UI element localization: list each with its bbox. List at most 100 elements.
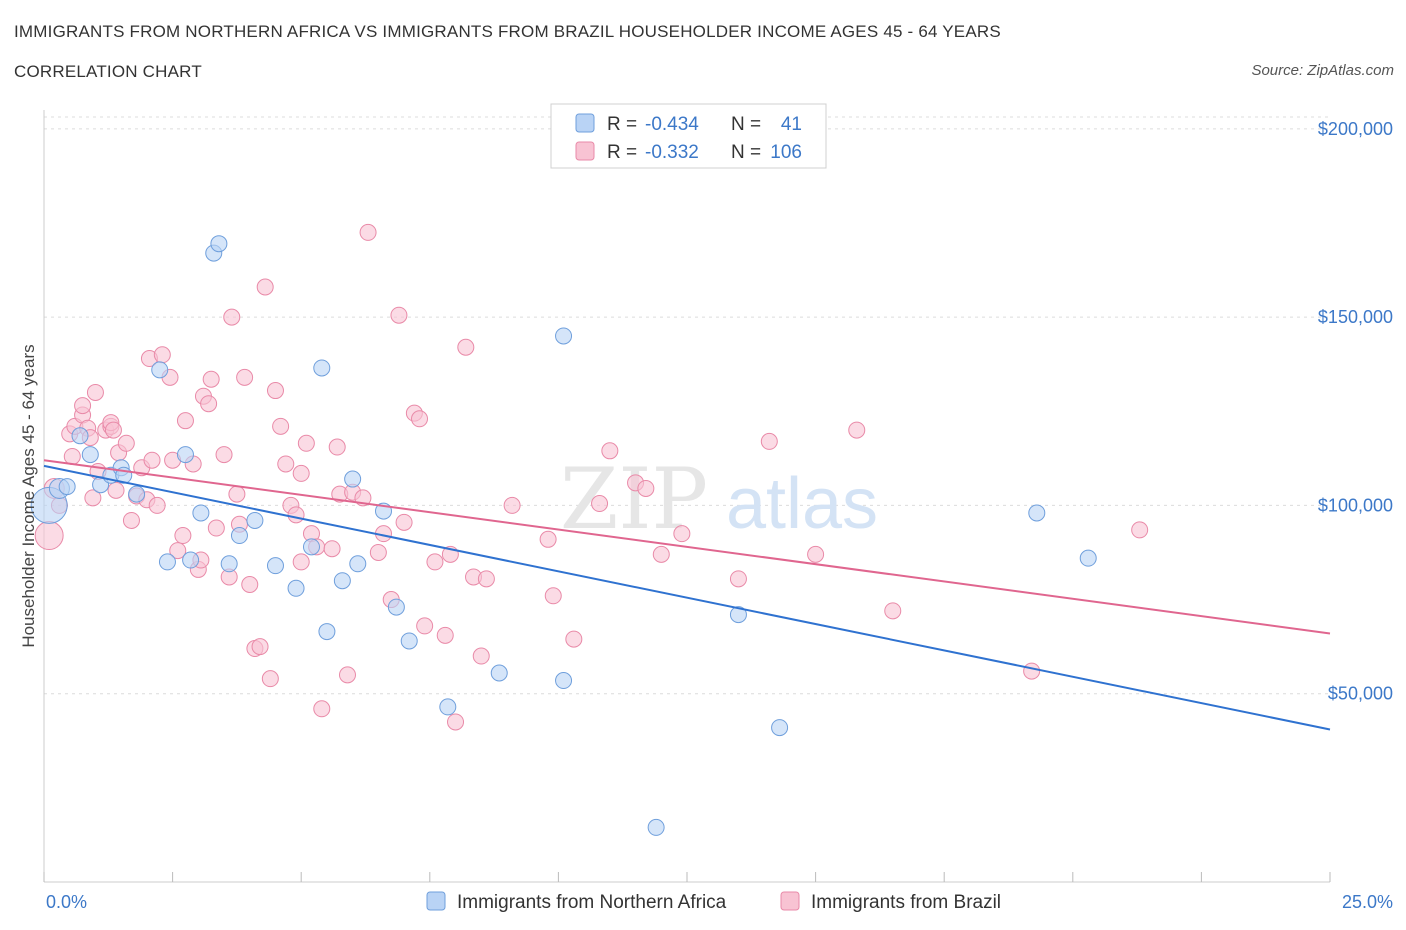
point-brazil-92 xyxy=(637,479,655,497)
point-northern-africa-2 xyxy=(58,478,76,496)
series-northern-africa-points xyxy=(30,235,1097,836)
point-brazil-40 xyxy=(215,446,233,464)
y-tick-label-1: $100,000 xyxy=(1318,495,1393,515)
point-northern-africa-4 xyxy=(81,446,99,464)
chart-title: IMMIGRANTS FROM NORTHERN AFRICA VS IMMIG… xyxy=(14,22,1001,41)
point-brazil-19 xyxy=(117,434,135,452)
point-brazil-26 xyxy=(148,496,166,514)
point-northern-africa-33 xyxy=(555,672,573,690)
point-brazil-20 xyxy=(122,511,140,529)
legend-r-label-1: R = xyxy=(607,114,637,135)
point-brazil-94 xyxy=(673,525,691,543)
point-northern-africa-32 xyxy=(490,664,508,682)
point-brazil-97 xyxy=(807,545,825,563)
point-northern-africa-3 xyxy=(71,427,89,445)
point-northern-africa-26 xyxy=(344,470,362,488)
gridlines xyxy=(44,116,1330,695)
point-brazil-99 xyxy=(884,602,902,620)
y-axis-label: Householder Income Ages 45 - 64 years xyxy=(19,344,38,647)
point-brazil-96 xyxy=(760,432,778,450)
point-brazil-37 xyxy=(200,395,218,413)
point-northern-africa-14 xyxy=(192,504,210,522)
point-brazil-51 xyxy=(266,382,284,400)
point-brazil-31 xyxy=(174,527,192,545)
point-northern-africa-27 xyxy=(349,555,367,573)
x-tick-label-1: 25.0% xyxy=(1342,892,1393,912)
point-northern-africa-17 xyxy=(220,555,238,573)
point-brazil-16 xyxy=(104,421,122,439)
point-northern-africa-23 xyxy=(313,359,331,377)
point-northern-africa-34 xyxy=(555,327,573,345)
point-northern-africa-20 xyxy=(266,557,284,575)
point-brazil-55 xyxy=(287,506,305,524)
point-brazil-69 xyxy=(369,543,387,561)
legend-n-label-1: N = xyxy=(731,114,761,135)
point-brazil-46 xyxy=(241,575,259,593)
point-brazil-10 xyxy=(84,489,102,507)
point-brazil-65 xyxy=(338,666,356,684)
legend-r-label-2: R = xyxy=(607,142,637,163)
x-tick-label-0: 0.0% xyxy=(46,892,87,912)
point-brazil-78 xyxy=(436,626,454,644)
legend-n-value-1: 41 xyxy=(781,114,802,135)
point-northern-africa-35 xyxy=(647,818,665,836)
point-brazil-27 xyxy=(153,346,171,364)
point-brazil-88 xyxy=(565,630,583,648)
point-brazil-25 xyxy=(143,451,161,469)
point-northern-africa-38 xyxy=(1028,504,1046,522)
point-brazil-32 xyxy=(176,412,194,430)
point-brazil-93 xyxy=(652,545,670,563)
point-brazil-100 xyxy=(1023,662,1041,680)
x-axis-ticks xyxy=(43,872,1331,882)
point-northern-africa-37 xyxy=(771,719,789,737)
point-brazil-86 xyxy=(539,530,557,548)
y-tick-label-3: $200,000 xyxy=(1318,119,1393,139)
point-brazil-101 xyxy=(1131,521,1149,539)
legend-frame xyxy=(550,103,827,169)
point-northern-africa-21 xyxy=(287,579,305,597)
trend-line-northern-africa xyxy=(43,464,1331,731)
point-northern-africa-16 xyxy=(210,235,228,253)
series-legend: Immigrants from Northern Africa Immigran… xyxy=(426,891,1001,913)
point-brazil-63 xyxy=(328,438,346,456)
correlation-legend: R = -0.434 N = 41 R = -0.332 N = 106 xyxy=(550,103,827,169)
point-brazil-7 xyxy=(74,397,92,415)
point-brazil-50 xyxy=(261,670,279,688)
point-brazil-49 xyxy=(256,278,274,296)
point-brazil-45 xyxy=(236,368,254,386)
point-brazil-77 xyxy=(426,553,444,571)
point-northern-africa-19 xyxy=(246,511,264,529)
point-brazil-68 xyxy=(359,223,377,241)
legend-r-value-1: -0.434 xyxy=(645,114,699,135)
watermark-atlas: atlas xyxy=(726,464,878,544)
point-brazil-75 xyxy=(411,410,429,428)
chart-subtitle: CORRELATION CHART xyxy=(14,62,202,81)
legend-r-value-2: -0.332 xyxy=(645,142,699,163)
point-northern-africa-11 xyxy=(158,553,176,571)
legend-n-label-2: N = xyxy=(731,142,761,163)
point-brazil-83 xyxy=(472,647,490,665)
point-brazil-38 xyxy=(202,370,220,388)
series-legend-swatch-brazil xyxy=(780,891,800,911)
point-northern-africa-22 xyxy=(302,538,320,556)
point-northern-africa-24 xyxy=(318,623,336,641)
point-brazil-42 xyxy=(223,308,241,326)
point-northern-africa-29 xyxy=(387,598,405,616)
point-northern-africa-30 xyxy=(400,632,418,650)
point-northern-africa-25 xyxy=(333,572,351,590)
point-northern-africa-31 xyxy=(439,698,457,716)
point-brazil-62 xyxy=(323,540,341,558)
point-brazil-43 xyxy=(228,485,246,503)
x-axis-tick-labels: 0.0% 25.0% xyxy=(46,892,1393,912)
point-brazil-56 xyxy=(292,464,310,482)
point-brazil-58 xyxy=(297,434,315,452)
point-brazil-89 xyxy=(591,495,609,513)
point-brazil-72 xyxy=(390,306,408,324)
point-brazil-98 xyxy=(848,421,866,439)
point-brazil-57 xyxy=(292,553,310,571)
point-brazil-30 xyxy=(169,542,187,560)
point-northern-africa-10 xyxy=(151,361,169,379)
point-northern-africa-12 xyxy=(176,446,194,464)
point-brazil-52 xyxy=(272,417,290,435)
